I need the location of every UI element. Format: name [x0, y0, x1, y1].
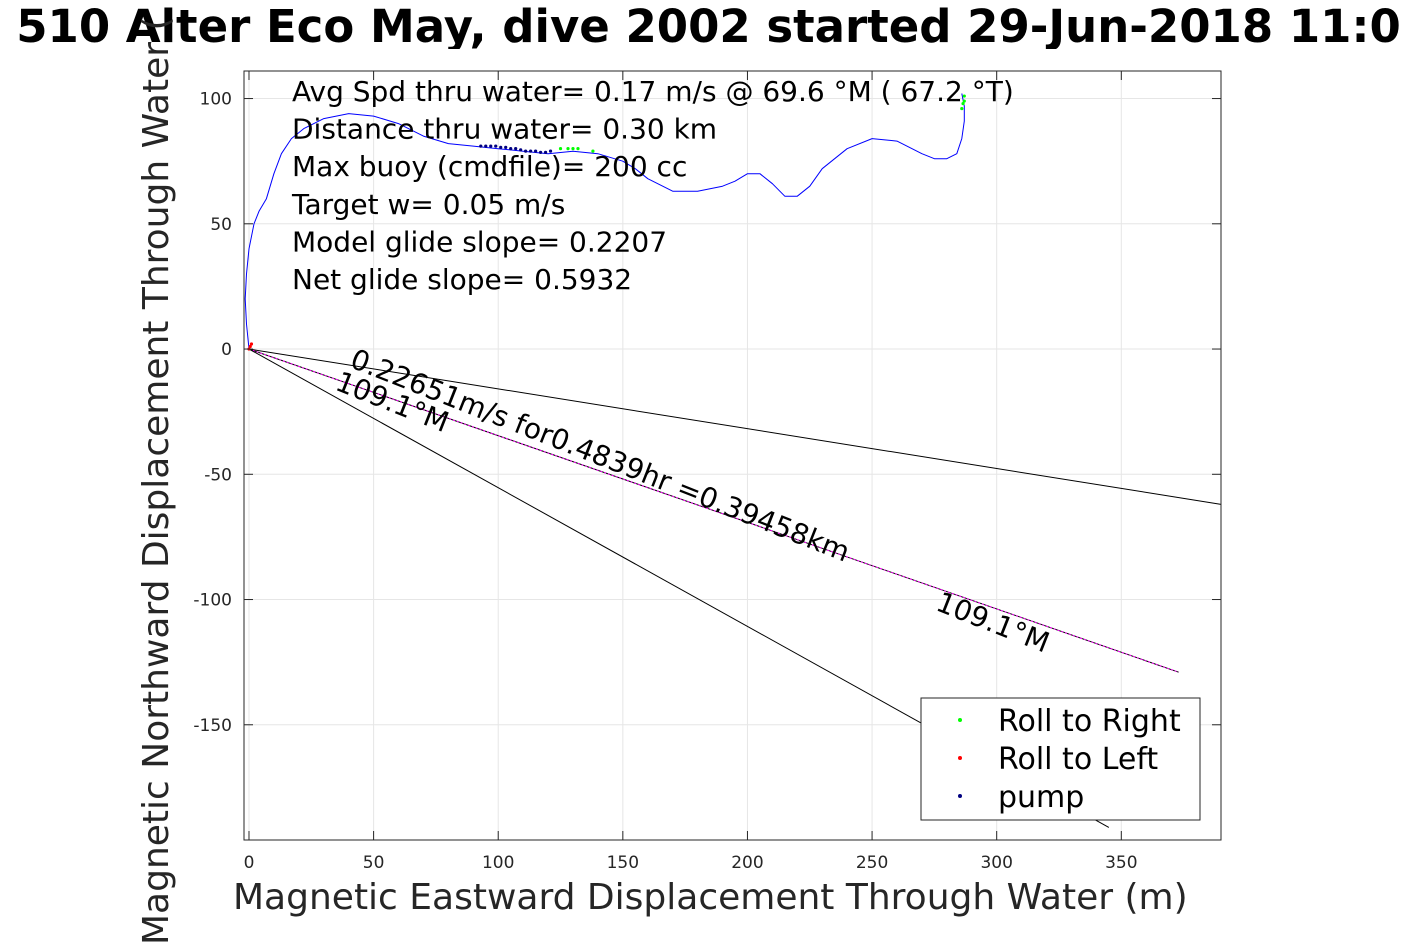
legend-pump-marker	[958, 794, 962, 798]
legend-pump-label: pump	[998, 780, 1084, 815]
stats-line: Net glide slope= 0.5932	[292, 263, 632, 296]
roll-to-right-marker	[576, 147, 580, 151]
pump-marker	[548, 149, 553, 153]
roll-to-right-marker	[591, 149, 595, 153]
roll-to-right-marker	[962, 99, 966, 103]
stats-line: Avg Spd thru water= 0.17 m/s @ 69.6 °M (…	[292, 75, 1014, 108]
legend-roll-to-right-label: Roll to Right	[998, 704, 1181, 739]
vector-line	[248, 348, 1222, 505]
pump-marker	[538, 150, 543, 155]
legend-roll-to-left-marker	[958, 756, 962, 760]
legend-roll-to-right-marker	[958, 718, 962, 722]
axis-ticks: 0 50 100 150 200 250 300 350 100 50 0 -50 -100 -150	[193, 71, 1221, 873]
x-tick-label: 150	[607, 853, 639, 873]
chart-title: 510 Alter Eco May, dive 2002 started 29-…	[16, 4, 1401, 49]
y-tick-label: 0	[221, 340, 232, 360]
roll-to-right-marker	[960, 106, 964, 111]
y-tick-label: -150	[193, 716, 232, 736]
stats-line: Model glide slope= 0.2207	[292, 225, 667, 258]
roll-to-left-marker	[248, 344, 252, 349]
x-tick-label: 200	[731, 853, 763, 873]
legend-box	[920, 697, 1201, 821]
roll-to-right-marker	[961, 101, 965, 106]
legend-roll-to-left-label: Roll to Left	[998, 742, 1158, 777]
track-line	[244, 93, 965, 350]
stats-line: Max buoy (cmdfile)= 200 cc	[292, 150, 687, 183]
pump-marker	[489, 144, 493, 148]
series-markers	[247, 94, 966, 351]
pump-marker	[504, 145, 508, 149]
pump-marker	[519, 148, 523, 152]
y-tick-label: 50	[210, 215, 232, 235]
y-tick-label: -50	[204, 465, 232, 485]
pump-marker	[494, 144, 498, 148]
pump-marker	[484, 144, 488, 148]
pump-marker	[543, 150, 548, 155]
stats-line: Distance thru water= 0.30 km	[292, 113, 717, 146]
vector-line	[248, 348, 1179, 673]
x-tick-label: 100	[482, 853, 514, 873]
roll-to-right-marker	[566, 147, 570, 151]
pump-marker	[529, 149, 533, 153]
dive-track	[244, 93, 965, 350]
roll-to-right-marker	[962, 94, 966, 98]
x-tick-label: 350	[1105, 853, 1137, 873]
pump-marker	[514, 147, 518, 151]
y-axis-label: Magnetic Northward Displacement Through …	[136, 16, 177, 945]
roll-to-right-marker	[558, 147, 563, 151]
plot-frame	[243, 70, 1222, 841]
pump-marker	[534, 149, 538, 153]
stats-text-block: Avg Spd thru water= 0.17 m/s @ 69.6 °M (…	[291, 75, 1014, 296]
x-tick-label: 50	[363, 853, 385, 873]
x-tick-label: 250	[856, 853, 888, 873]
pump-marker	[509, 147, 513, 151]
x-axis-label: Magnetic Eastward Displacement Through W…	[233, 877, 1188, 918]
stats-line: Target w= 0.05 m/s	[291, 188, 565, 221]
x-tick-label: 300	[980, 853, 1012, 873]
x-tick-label: 0	[244, 853, 255, 873]
roll-to-right-marker	[571, 147, 575, 151]
roll-to-left-marker	[249, 342, 254, 346]
pump-marker	[524, 149, 528, 153]
y-tick-label: 100	[200, 90, 232, 110]
pump-marker	[499, 145, 503, 149]
pump-marker	[479, 144, 483, 148]
y-tick-label: -100	[193, 591, 232, 611]
